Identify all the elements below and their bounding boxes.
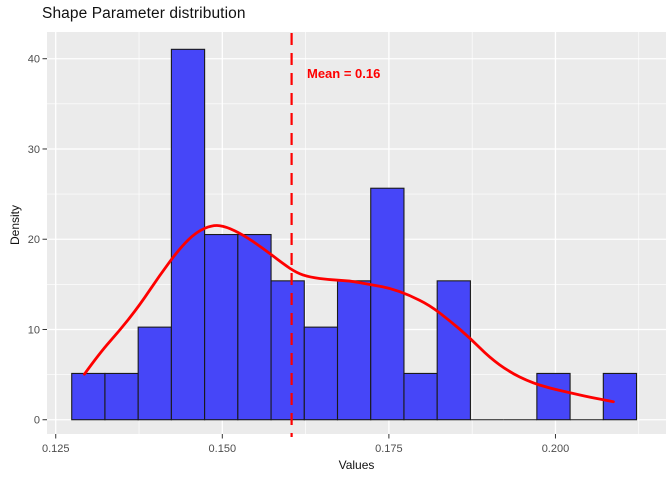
histogram-bar	[137, 326, 172, 421]
histogram-bar	[71, 372, 106, 421]
chart-title: Shape Parameter distribution	[42, 5, 246, 22]
histogram-bar	[303, 326, 339, 421]
histogram-bar	[237, 233, 272, 421]
density-curve	[83, 224, 615, 404]
histogram-bar	[602, 372, 638, 421]
y-axis-title: Density	[8, 204, 22, 246]
y-tick-label: 0	[34, 415, 40, 427]
histogram-bar	[403, 372, 438, 421]
x-tick-label: 0.150	[209, 443, 237, 455]
histogram-bar	[170, 48, 206, 421]
mean-annotation: Mean = 0.16	[307, 66, 381, 81]
histogram-bar	[104, 372, 139, 421]
x-axis-title: Values	[338, 458, 375, 472]
histogram-bar	[536, 372, 571, 421]
histogram-bar	[270, 280, 305, 421]
histogram-bar	[436, 280, 471, 421]
y-tick-label: 30	[28, 144, 40, 156]
y-tick-label: 10	[28, 324, 40, 336]
histogram-bar	[370, 187, 405, 421]
histogram-bar	[204, 233, 239, 421]
y-tick-label: 40	[28, 54, 40, 66]
x-tick-label: 0.175	[375, 443, 403, 455]
histogram-bar	[336, 280, 372, 421]
x-tick-label: 0.125	[42, 443, 70, 455]
x-tick-label: 0.200	[542, 443, 570, 455]
y-tick-label: 20	[28, 234, 40, 246]
